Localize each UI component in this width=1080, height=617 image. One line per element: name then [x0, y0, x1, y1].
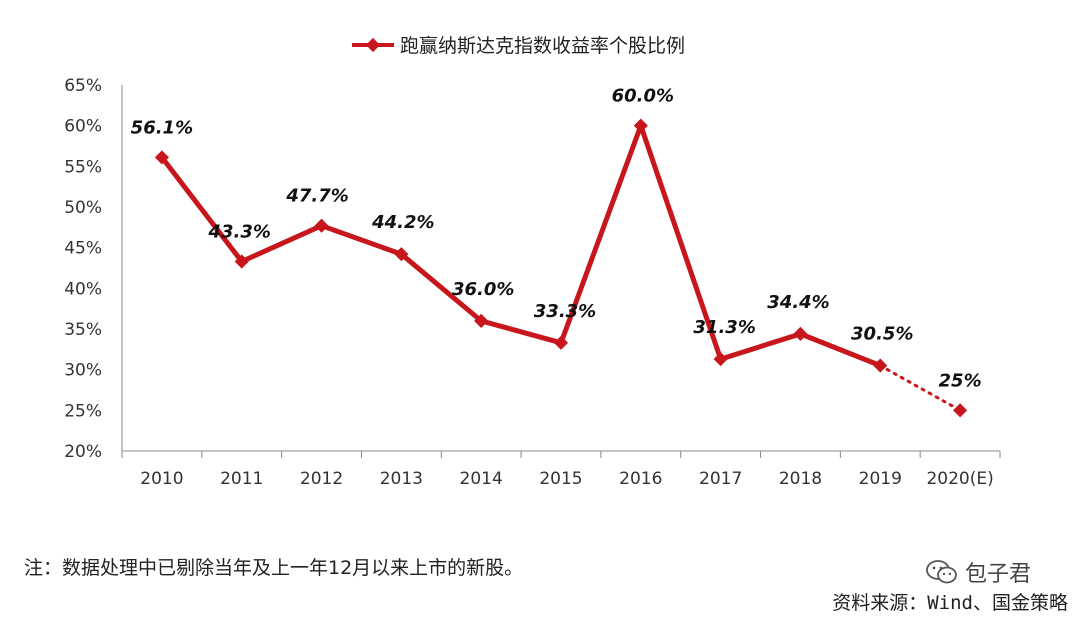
y-tick-label: 40% — [64, 279, 102, 299]
watermark-text: 包子君 — [965, 562, 1032, 587]
data-point — [234, 254, 249, 269]
wechat-icon — [926, 560, 957, 584]
y-tick-label: 35% — [64, 320, 102, 340]
data-label: 30.5% — [851, 324, 913, 345]
axes — [121, 85, 1000, 452]
data-label: 33.3% — [534, 301, 596, 322]
x-tick-label: 2012 — [300, 469, 343, 489]
data-label: 60.0% — [612, 86, 674, 107]
source-note: 资料来源：Wind、国金策略 — [832, 592, 1068, 614]
legend-label: 跑赢纳斯达克指数收益率个股比例 — [400, 35, 685, 57]
x-tick-label: 2017 — [699, 469, 742, 489]
data-label: 31.3% — [693, 317, 755, 338]
y-tick-label: 50% — [64, 198, 102, 218]
x-tick-label: 2013 — [380, 469, 423, 489]
data-point — [474, 313, 489, 328]
data-point — [793, 326, 808, 341]
x-tick-label: 2019 — [859, 469, 902, 489]
legend-marker — [365, 37, 381, 53]
data-point — [154, 150, 169, 165]
footnote: 注：数据处理中已剔除当年及上一年12月以来上市的新股。 — [24, 557, 524, 579]
x-axis-ticks: 2010 2011 2012 2013 2014 2015 2016 2017 2018 2019… — [121, 451, 1001, 489]
x-tick-label: 2015 — [539, 469, 582, 489]
data-label: 43.3% — [208, 221, 271, 242]
data-label: 36.0% — [452, 279, 514, 300]
legend: 跑赢纳斯达克指数收益率个股比例 — [352, 35, 685, 57]
line-chart: 跑赢纳斯达克指数收益率个股比例 20% 25% 30% 35% 40% 45% 50% 55%… — [64, 35, 1001, 489]
data-point — [873, 358, 888, 373]
y-tick-label: 45% — [64, 239, 102, 259]
x-tick-label: 2011 — [220, 469, 263, 489]
x-tick-label: 2010 — [140, 469, 183, 489]
data-label: 25% — [939, 370, 982, 391]
data-label: 47.7% — [285, 186, 348, 207]
data-point — [633, 118, 648, 133]
y-tick-label: 25% — [64, 401, 102, 421]
y-tick-label: 20% — [64, 442, 102, 462]
y-axis-ticks: 20% 25% 30% 35% 40% 45% 50% 55% 60% 65% — [64, 76, 102, 462]
x-tick-label: 2014 — [460, 469, 503, 489]
data-point — [953, 403, 968, 418]
series-line-actual — [159, 123, 883, 369]
data-label: 56.1% — [131, 117, 193, 138]
series-line — [159, 123, 962, 412]
data-label: 34.4% — [767, 292, 829, 313]
series-line-projected — [878, 364, 962, 412]
y-tick-label: 30% — [64, 361, 102, 381]
y-tick-label: 65% — [64, 76, 102, 96]
data-label: 44.2% — [371, 212, 434, 233]
x-tick-label: 2016 — [619, 469, 662, 489]
x-tick-label: 2018 — [779, 469, 822, 489]
data-point — [314, 218, 329, 233]
y-tick-label: 55% — [64, 157, 102, 177]
data-labels: 56.1% 43.3% 47.7% 44.2% 36.0% 33.3% 60.0% 31.3%… — [131, 86, 982, 392]
series-points — [154, 118, 968, 418]
x-tick-label: 2020(E) — [926, 469, 993, 489]
y-tick-label: 60% — [64, 117, 102, 137]
data-point — [553, 335, 569, 350]
data-point — [394, 247, 409, 262]
data-point — [713, 352, 728, 367]
watermark: 包子君 — [925, 556, 1031, 588]
